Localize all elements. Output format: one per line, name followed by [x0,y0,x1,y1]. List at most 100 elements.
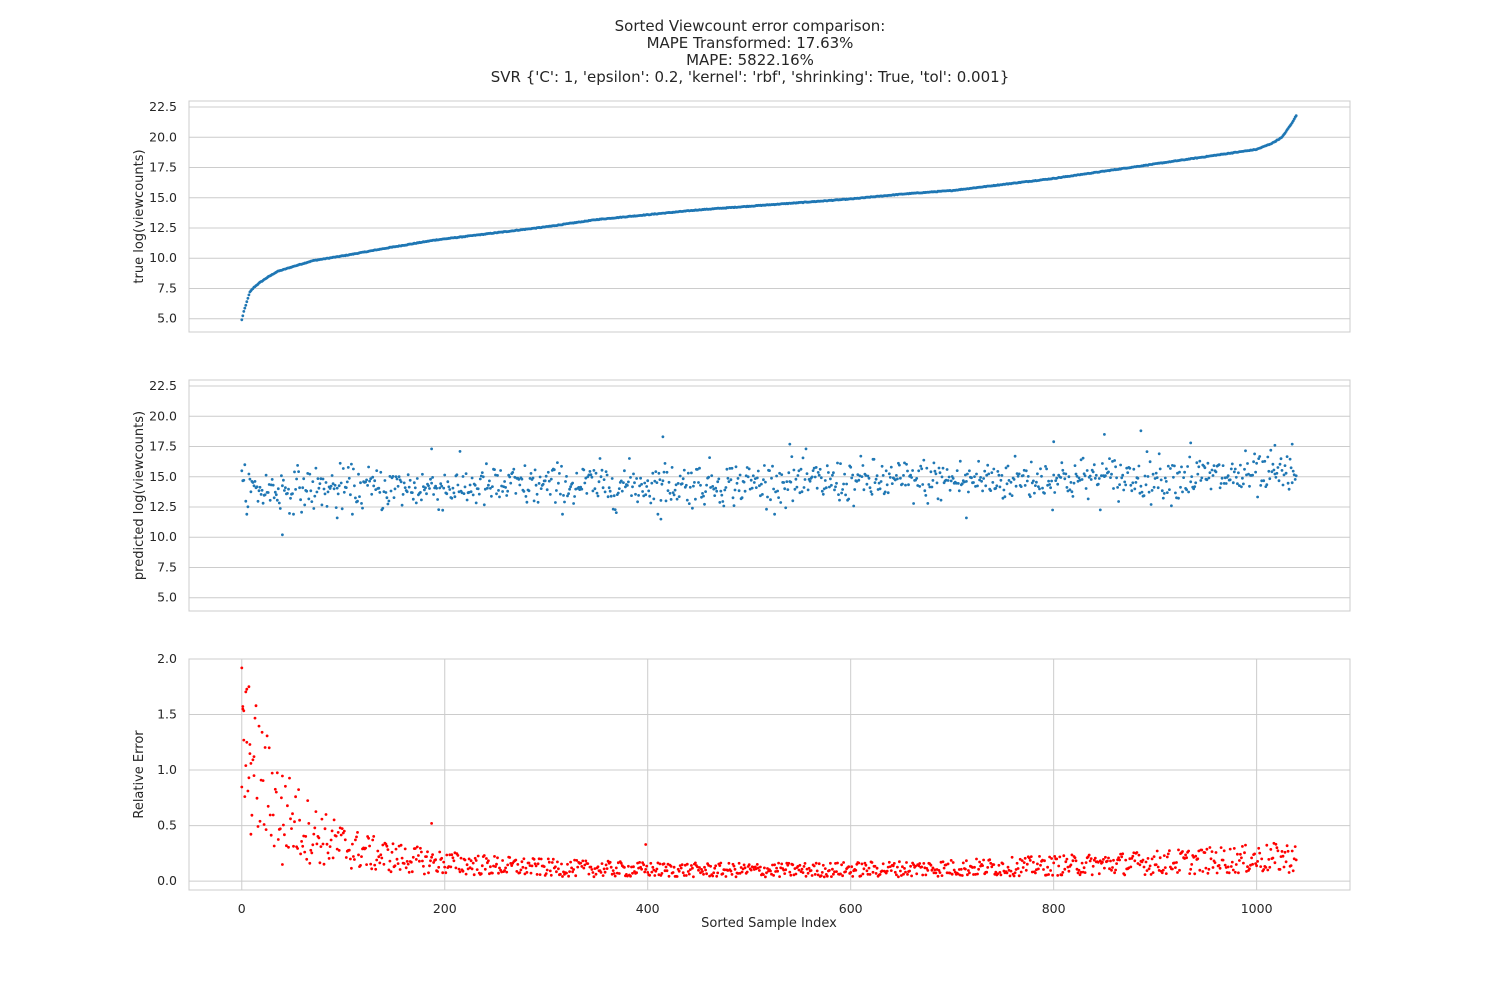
data-point [368,479,371,483]
data-point [442,486,446,490]
data-point [496,856,499,860]
data-point [1197,465,1201,469]
data-point [353,484,356,488]
data-point [1097,477,1101,480]
data-point [777,861,780,865]
data-point [410,491,414,494]
data-point [1248,867,1251,871]
data-point [556,461,559,464]
data-point [240,318,244,322]
data-point [692,875,695,879]
data-point [720,493,724,497]
data-point [984,484,988,488]
data-point [1258,851,1262,855]
data-point [945,871,949,875]
data-point [1029,460,1033,464]
data-point [243,463,247,467]
data-point [958,459,962,463]
data-point [423,488,426,492]
data-point [761,493,764,496]
data-point [886,865,890,869]
data-point [549,477,553,481]
data-point [373,863,377,867]
data-point [830,875,833,878]
data-point [687,502,691,505]
data-point [775,866,778,870]
data-point [654,470,658,473]
data-point [1290,442,1294,446]
data-point [1273,443,1277,447]
data-point [310,500,314,503]
data-point [432,861,435,864]
data-point [1136,862,1140,865]
data-point [880,464,884,468]
data-point [413,847,417,850]
data-point [310,851,314,855]
data-point [918,485,922,488]
data-point [1120,855,1124,859]
data-point [1145,450,1149,453]
data-point [865,869,869,873]
data-point [567,492,570,495]
data-point [339,481,343,485]
data-point [1291,869,1295,873]
data-point [768,469,771,472]
data-point [1051,508,1054,512]
data-point [304,835,308,838]
data-point [951,477,955,480]
data-point [1252,460,1255,464]
data-point [1162,492,1166,495]
data-point [924,873,928,877]
data-point [1096,860,1100,864]
data-point [994,486,998,490]
x-tick-label: 400 [636,901,660,916]
data-point [671,491,675,494]
data-point [1028,495,1032,498]
data-point [722,504,726,508]
data-point [643,870,647,874]
data-point [909,473,912,477]
data-point [1160,871,1164,875]
data-point [677,869,681,873]
data-point [647,489,651,493]
data-point [415,477,419,480]
data-point [725,467,729,471]
data-point [1017,874,1021,878]
data-point [1143,873,1147,876]
data-point [770,872,773,876]
data-point [932,461,936,465]
data-point [394,847,398,851]
data-point [1214,851,1218,854]
data-point [1250,856,1253,860]
data-point [788,870,792,874]
data-point [965,480,968,483]
data-point [1257,846,1261,850]
data-point [1140,490,1144,494]
data-point [465,498,469,502]
data-point [489,865,492,869]
data-point [946,479,950,482]
data-point [631,871,634,875]
data-point [866,474,870,478]
data-point [374,488,378,491]
data-point [629,476,632,479]
data-point [322,487,326,491]
data-point [755,863,759,866]
data-point [821,863,825,867]
data-point [820,489,824,493]
data-point [605,867,609,870]
x-tick-label: 0 [238,901,246,916]
data-point [676,482,680,485]
data-point [1129,483,1133,487]
data-point [1209,857,1213,861]
data-point [566,862,569,866]
data-point [780,473,784,476]
data-point [332,487,336,491]
data-point [337,484,341,488]
data-point [1046,865,1049,869]
data-point [1148,460,1152,464]
data-point [439,482,443,486]
data-point [902,872,905,876]
data-point [1159,478,1163,482]
data-point [431,853,434,856]
